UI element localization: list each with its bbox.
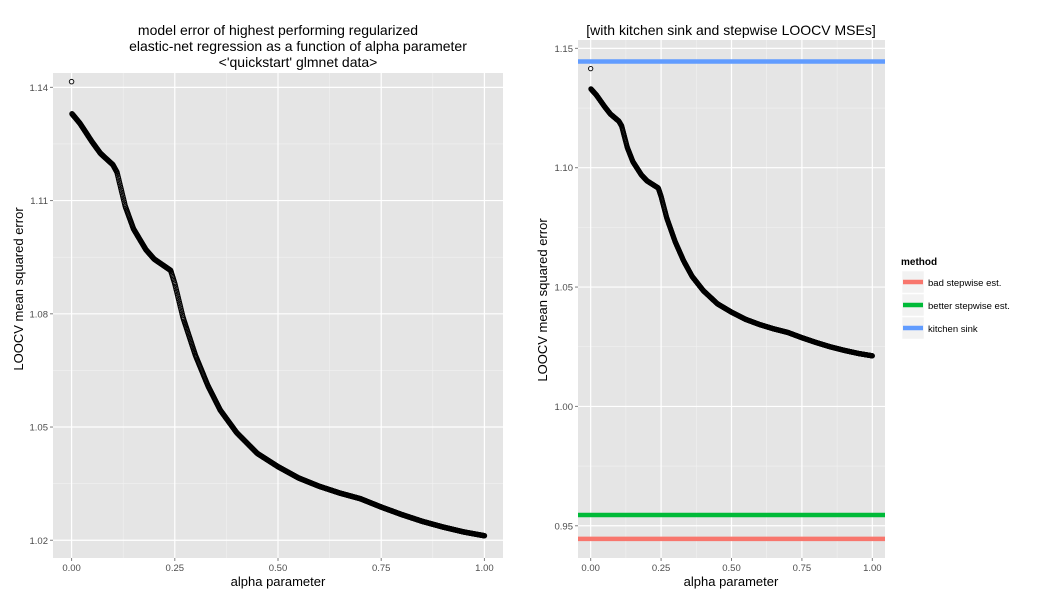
y-tick-label: 1.10 — [555, 163, 574, 174]
chart-left-points — [68, 78, 488, 539]
legend-label: kitchen sink — [928, 324, 978, 335]
legend-label: better stepwise est. — [928, 301, 1010, 312]
chart-right-y-ticks: 0.95 1.00 1.05 1.10 1.15 — [555, 44, 578, 532]
x-tick-label: 1.00 — [863, 563, 882, 574]
x-tick-label: 1.00 — [475, 563, 494, 574]
chart-left-x-axis-title: alpha parameter — [231, 574, 326, 589]
y-tick-label: 1.02 — [30, 536, 49, 547]
x-tick-label: 0.50 — [722, 563, 741, 574]
chart-right-y-axis-title: LOOCV mean squared error — [535, 218, 550, 382]
chart-left: model error of highest performing regula… — [11, 22, 503, 589]
y-tick-label: 1.14 — [30, 83, 49, 94]
data-point — [588, 65, 594, 72]
chart-left-title-line-1: model error of highest performing regula… — [138, 22, 418, 38]
data-point — [869, 353, 875, 359]
x-tick-label: 0.50 — [269, 563, 288, 574]
chart-left-grid — [53, 73, 503, 558]
x-tick-label: 0.25 — [652, 563, 671, 574]
chart-left-title-line-2: elastic-net regression as a function of … — [129, 38, 467, 54]
chart-right-x-ticks: 0.00 0.25 0.50 0.75 1.00 — [581, 558, 882, 574]
chart-right-x-axis-title: alpha parameter — [684, 574, 779, 589]
legend: method bad stepwise est. better stepwise … — [901, 257, 1010, 340]
chart-right-points — [588, 65, 875, 359]
chart-right-grid — [578, 40, 885, 558]
legend-label: bad stepwise est. — [928, 278, 1001, 289]
x-tick-label: 0.75 — [793, 563, 812, 574]
x-tick-label: 0.00 — [581, 563, 600, 574]
x-tick-label: 0.00 — [62, 563, 81, 574]
chart-right-reference-lines — [578, 59, 885, 542]
legend-entries: bad stepwise est. better stepwise est. kit… — [901, 270, 1010, 340]
y-tick-label: 1.15 — [555, 44, 574, 55]
chart-left-y-ticks: 1.02 1.05 1.08 1.11 1.14 — [30, 83, 53, 547]
x-tick-label: 0.25 — [166, 563, 185, 574]
legend-title: method — [901, 257, 937, 268]
data-point — [481, 532, 488, 539]
chart-left-y-axis-title: LOOCV mean squared error — [11, 207, 26, 371]
chart-left-title-line-3: <'quickstart' glmnet data> — [219, 54, 378, 70]
y-tick-label: 1.00 — [555, 402, 574, 413]
data-point — [68, 78, 75, 85]
y-tick-label: 1.05 — [30, 423, 49, 434]
x-tick-label: 0.75 — [372, 563, 391, 574]
chart-right: [with kitchen sink and stepwise LOOCV MS… — [535, 22, 885, 589]
chart-left-x-ticks: 0.00 0.25 0.50 0.75 1.00 — [62, 558, 494, 574]
y-tick-label: 1.08 — [30, 309, 49, 320]
y-tick-label: 1.05 — [555, 283, 574, 294]
chart-right-title: [with kitchen sink and stepwise LOOCV MS… — [586, 22, 875, 38]
y-tick-label: 0.95 — [555, 521, 574, 532]
y-tick-label: 1.11 — [30, 196, 48, 207]
